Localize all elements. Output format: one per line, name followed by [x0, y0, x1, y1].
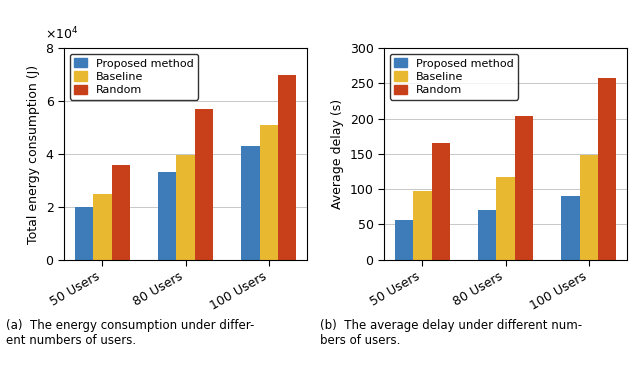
Text: (b)  The average delay under different num-
bers of users.: (b) The average delay under different nu… — [320, 319, 582, 347]
Y-axis label: Average delay (s): Average delay (s) — [331, 99, 344, 209]
Bar — [478, 210, 497, 260]
Bar — [413, 191, 431, 260]
Bar — [561, 196, 580, 260]
Legend: Proposed method, Baseline, Random: Proposed method, Baseline, Random — [390, 54, 518, 99]
Bar — [278, 75, 296, 260]
Bar — [598, 78, 616, 260]
Bar — [93, 194, 111, 260]
Y-axis label: Total energy consumption (J): Total energy consumption (J) — [27, 65, 40, 243]
Bar — [395, 220, 413, 260]
Legend: Proposed method, Baseline, Random: Proposed method, Baseline, Random — [70, 54, 198, 99]
Bar — [75, 207, 93, 260]
Bar — [158, 173, 177, 260]
Text: (a)  The energy consumption under differ-
ent numbers of users.: (a) The energy consumption under differ-… — [6, 319, 255, 347]
Bar — [111, 165, 130, 260]
Bar — [195, 109, 213, 260]
Text: $\times10^4$: $\times10^4$ — [45, 25, 78, 42]
Bar — [241, 146, 260, 260]
Bar — [260, 125, 278, 260]
Bar — [497, 177, 515, 260]
Bar — [515, 116, 533, 260]
Bar — [177, 155, 195, 260]
Bar — [431, 143, 450, 260]
Bar — [580, 155, 598, 260]
